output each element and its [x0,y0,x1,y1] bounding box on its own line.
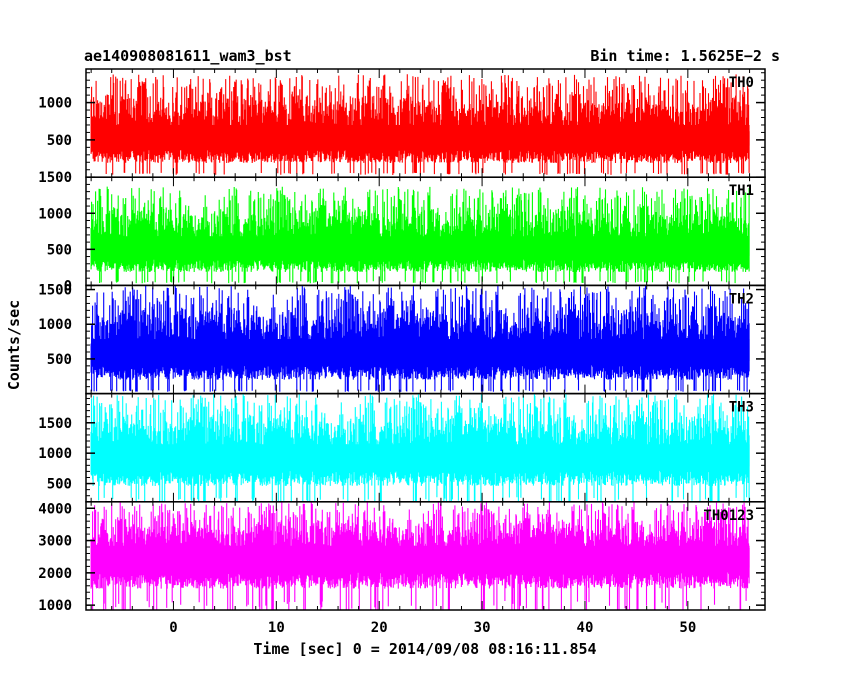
panel-th0123: 1000 2000 3000 4000 TH0123 [38,501,766,614]
x-tick-label: 10 [268,620,285,636]
x-tick-label: 0 [169,620,177,636]
y-tick-label: 1000 [38,206,72,222]
bin-time-label: Bin time: 1.5625E−2 s [590,47,780,65]
chart-title: ae140908081611_wam3_bst [84,47,292,65]
y-tick-label: 1000 [38,96,72,112]
y-tick-label: 1500 [38,283,72,299]
panel-th3: 500 1000 1500 TH3 [38,392,766,503]
x-tick-label: 40 [577,620,594,636]
y-tick-label: 1000 [38,446,72,462]
y-tick-label: 2000 [38,566,72,582]
panel-label: TH0 [729,75,754,91]
series-th2 [90,285,750,392]
series-band-th1 [91,236,750,256]
y-tick-label: 0 [64,278,72,294]
y-tick-label: 4000 [38,501,72,517]
y-tick-label: 1000 [38,317,72,333]
panel-label: TH3 [729,400,754,416]
panel-th1: 0 500 1000 1500 TH1 [38,170,766,294]
x-tick-label: 30 [474,620,491,636]
series-band-th2 [91,339,750,362]
panel-label: TH2 [729,291,754,307]
series-band-th0123 [91,545,750,568]
y-tick-label: 500 [47,242,72,258]
y-tick-label: 3000 [38,534,72,550]
y-tick-label: 500 [47,352,72,368]
y-tick-label: 1500 [38,170,72,186]
y-tick-label: 1000 [38,598,72,614]
x-tick-label: 50 [679,620,696,636]
series-band-th0 [91,124,750,146]
series-th0 [90,74,750,175]
y-axis-label: Counts/sec [5,300,23,390]
panel-th0: 500 1000 TH0 [38,68,766,178]
panel-label: TH0123 [703,508,754,524]
panel-th2: 500 1000 1500 TH2 [38,283,766,395]
series-band-th3 [91,444,750,467]
x-tick-label: 20 [371,620,388,636]
y-tick-label: 500 [47,133,72,149]
y-tick-label: 500 [47,477,72,493]
x-axis-label: Time [sec] 0 = 2014/09/08 08:16:11.854 [253,640,596,658]
panel-frame [85,501,766,611]
panel-label: TH1 [729,183,754,199]
y-tick-label: 1500 [38,416,72,432]
series-th1 [90,186,750,284]
